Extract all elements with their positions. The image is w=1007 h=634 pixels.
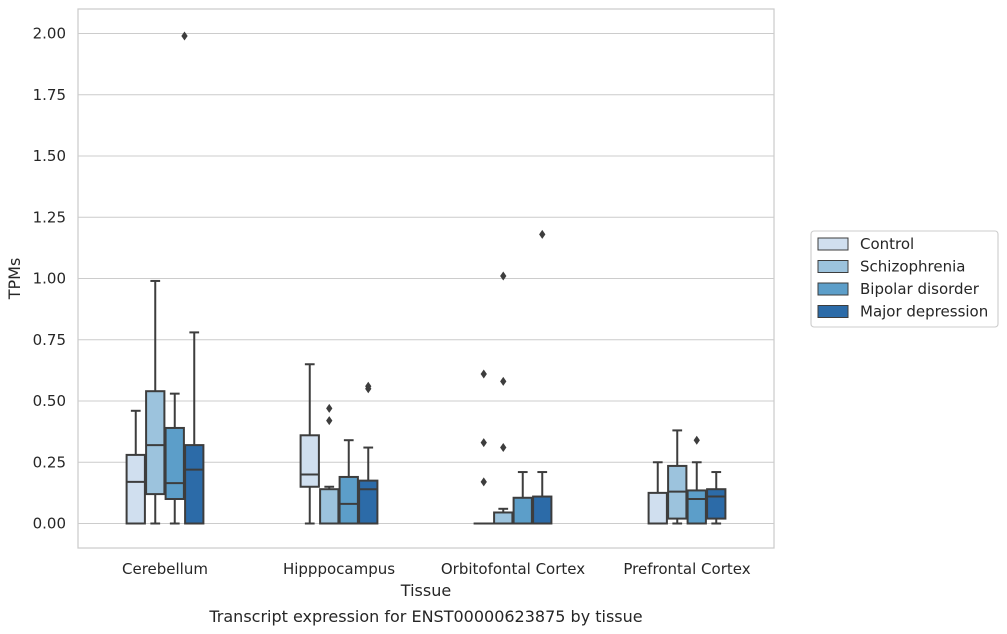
legend-label: Bipolar disorder	[860, 280, 980, 298]
box-bipolar-disorder-hipppocampus	[338, 439, 359, 525]
outlier-point	[500, 443, 507, 453]
legend-swatch	[817, 305, 849, 318]
box-iqr	[145, 390, 166, 496]
legend-swatch	[817, 282, 849, 296]
box-major-depression-orbitofontal-cortex	[532, 229, 553, 525]
box-schizophrenia-hipppocampus	[319, 403, 340, 525]
outlier-point	[539, 229, 546, 239]
chart-caption: Transcript expression for ENST0000062387…	[208, 607, 642, 626]
box-iqr	[338, 475, 359, 525]
outlier-point	[365, 381, 372, 391]
y-tick-label: 0.25	[33, 453, 66, 471]
box-iqr	[299, 434, 320, 488]
y-tick-label: 1.50	[33, 147, 66, 165]
box-iqr	[686, 489, 707, 525]
y-tick-label: 1.00	[33, 270, 66, 288]
legend-label: Control	[860, 235, 914, 253]
x-tick-label: Orbitofontal Cortex	[441, 560, 585, 578]
box-iqr	[125, 453, 146, 525]
box-iqr	[319, 488, 340, 525]
y-tick-label: 0.50	[33, 392, 66, 410]
outlier-point	[181, 31, 188, 41]
box-iqr	[532, 495, 553, 525]
box-iqr	[184, 444, 205, 525]
outlier-point	[480, 477, 487, 487]
outlier-point	[693, 435, 700, 445]
box-plot-marks	[125, 31, 727, 525]
box-control-orbitofontal-cortex	[473, 369, 494, 525]
box-control-cerebellum	[125, 409, 146, 525]
box-iqr	[647, 491, 668, 525]
box-bipolar-disorder-cerebellum	[164, 392, 185, 525]
box-iqr	[164, 426, 185, 501]
box-bipolar-disorder-prefrontal-cortex	[686, 435, 707, 525]
x-tick-label: Hipppocampus	[283, 560, 395, 578]
box-major-depression-cerebellum	[184, 331, 205, 525]
x-axis-label: Tissue	[400, 581, 451, 600]
box-iqr	[493, 511, 514, 525]
y-tick-label: 1.25	[33, 208, 66, 226]
box-schizophrenia-cerebellum	[145, 279, 166, 525]
box-control-hipppocampus	[299, 363, 320, 525]
x-tick-label: Cerebellum	[122, 560, 208, 578]
legend-label: Major depression	[860, 303, 988, 321]
box-major-depression-prefrontal-cortex	[706, 471, 727, 525]
box-bipolar-disorder-orbitofontal-cortex	[512, 471, 533, 525]
box-iqr	[512, 496, 533, 525]
legend-swatch	[817, 237, 849, 251]
legend: Control Schizophrenia Bipolar disorder Majo…	[810, 230, 999, 328]
box-schizophrenia-prefrontal-cortex	[667, 429, 688, 525]
y-axis-label: TPMs	[5, 258, 24, 301]
y-tick-label: 1.75	[33, 86, 66, 104]
outlier-point	[500, 376, 507, 386]
legend-frame	[810, 230, 999, 328]
outlier-point	[480, 438, 487, 448]
plot-frame	[77, 8, 775, 549]
y-tick-label: 0.75	[33, 331, 66, 349]
box-control-prefrontal-cortex	[647, 461, 668, 525]
outlier-point	[326, 416, 333, 426]
outlier-point	[480, 369, 487, 379]
box-major-depression-hipppocampus	[358, 381, 379, 525]
x-tick-label: Prefrontal Cortex	[623, 560, 750, 578]
box-iqr	[358, 479, 379, 525]
outlier-point	[326, 403, 333, 413]
legend-label: Schizophrenia	[860, 258, 965, 276]
y-tick-label: 2.00	[33, 25, 66, 43]
legend-swatch	[817, 260, 849, 273]
y-tick-label: 0.00	[33, 515, 66, 533]
x-tick-labels: Cerebellum Hipppocampus Orbitofontal Corte…	[122, 560, 751, 578]
outlier-point	[500, 271, 507, 281]
box-schizophrenia-orbitofontal-cortex	[493, 271, 514, 525]
box-iqr	[706, 488, 727, 520]
y-tick-labels: 0.00 0.25 0.50 0.75 1.00 1.25 1.50 1.75 2.00	[33, 25, 66, 533]
